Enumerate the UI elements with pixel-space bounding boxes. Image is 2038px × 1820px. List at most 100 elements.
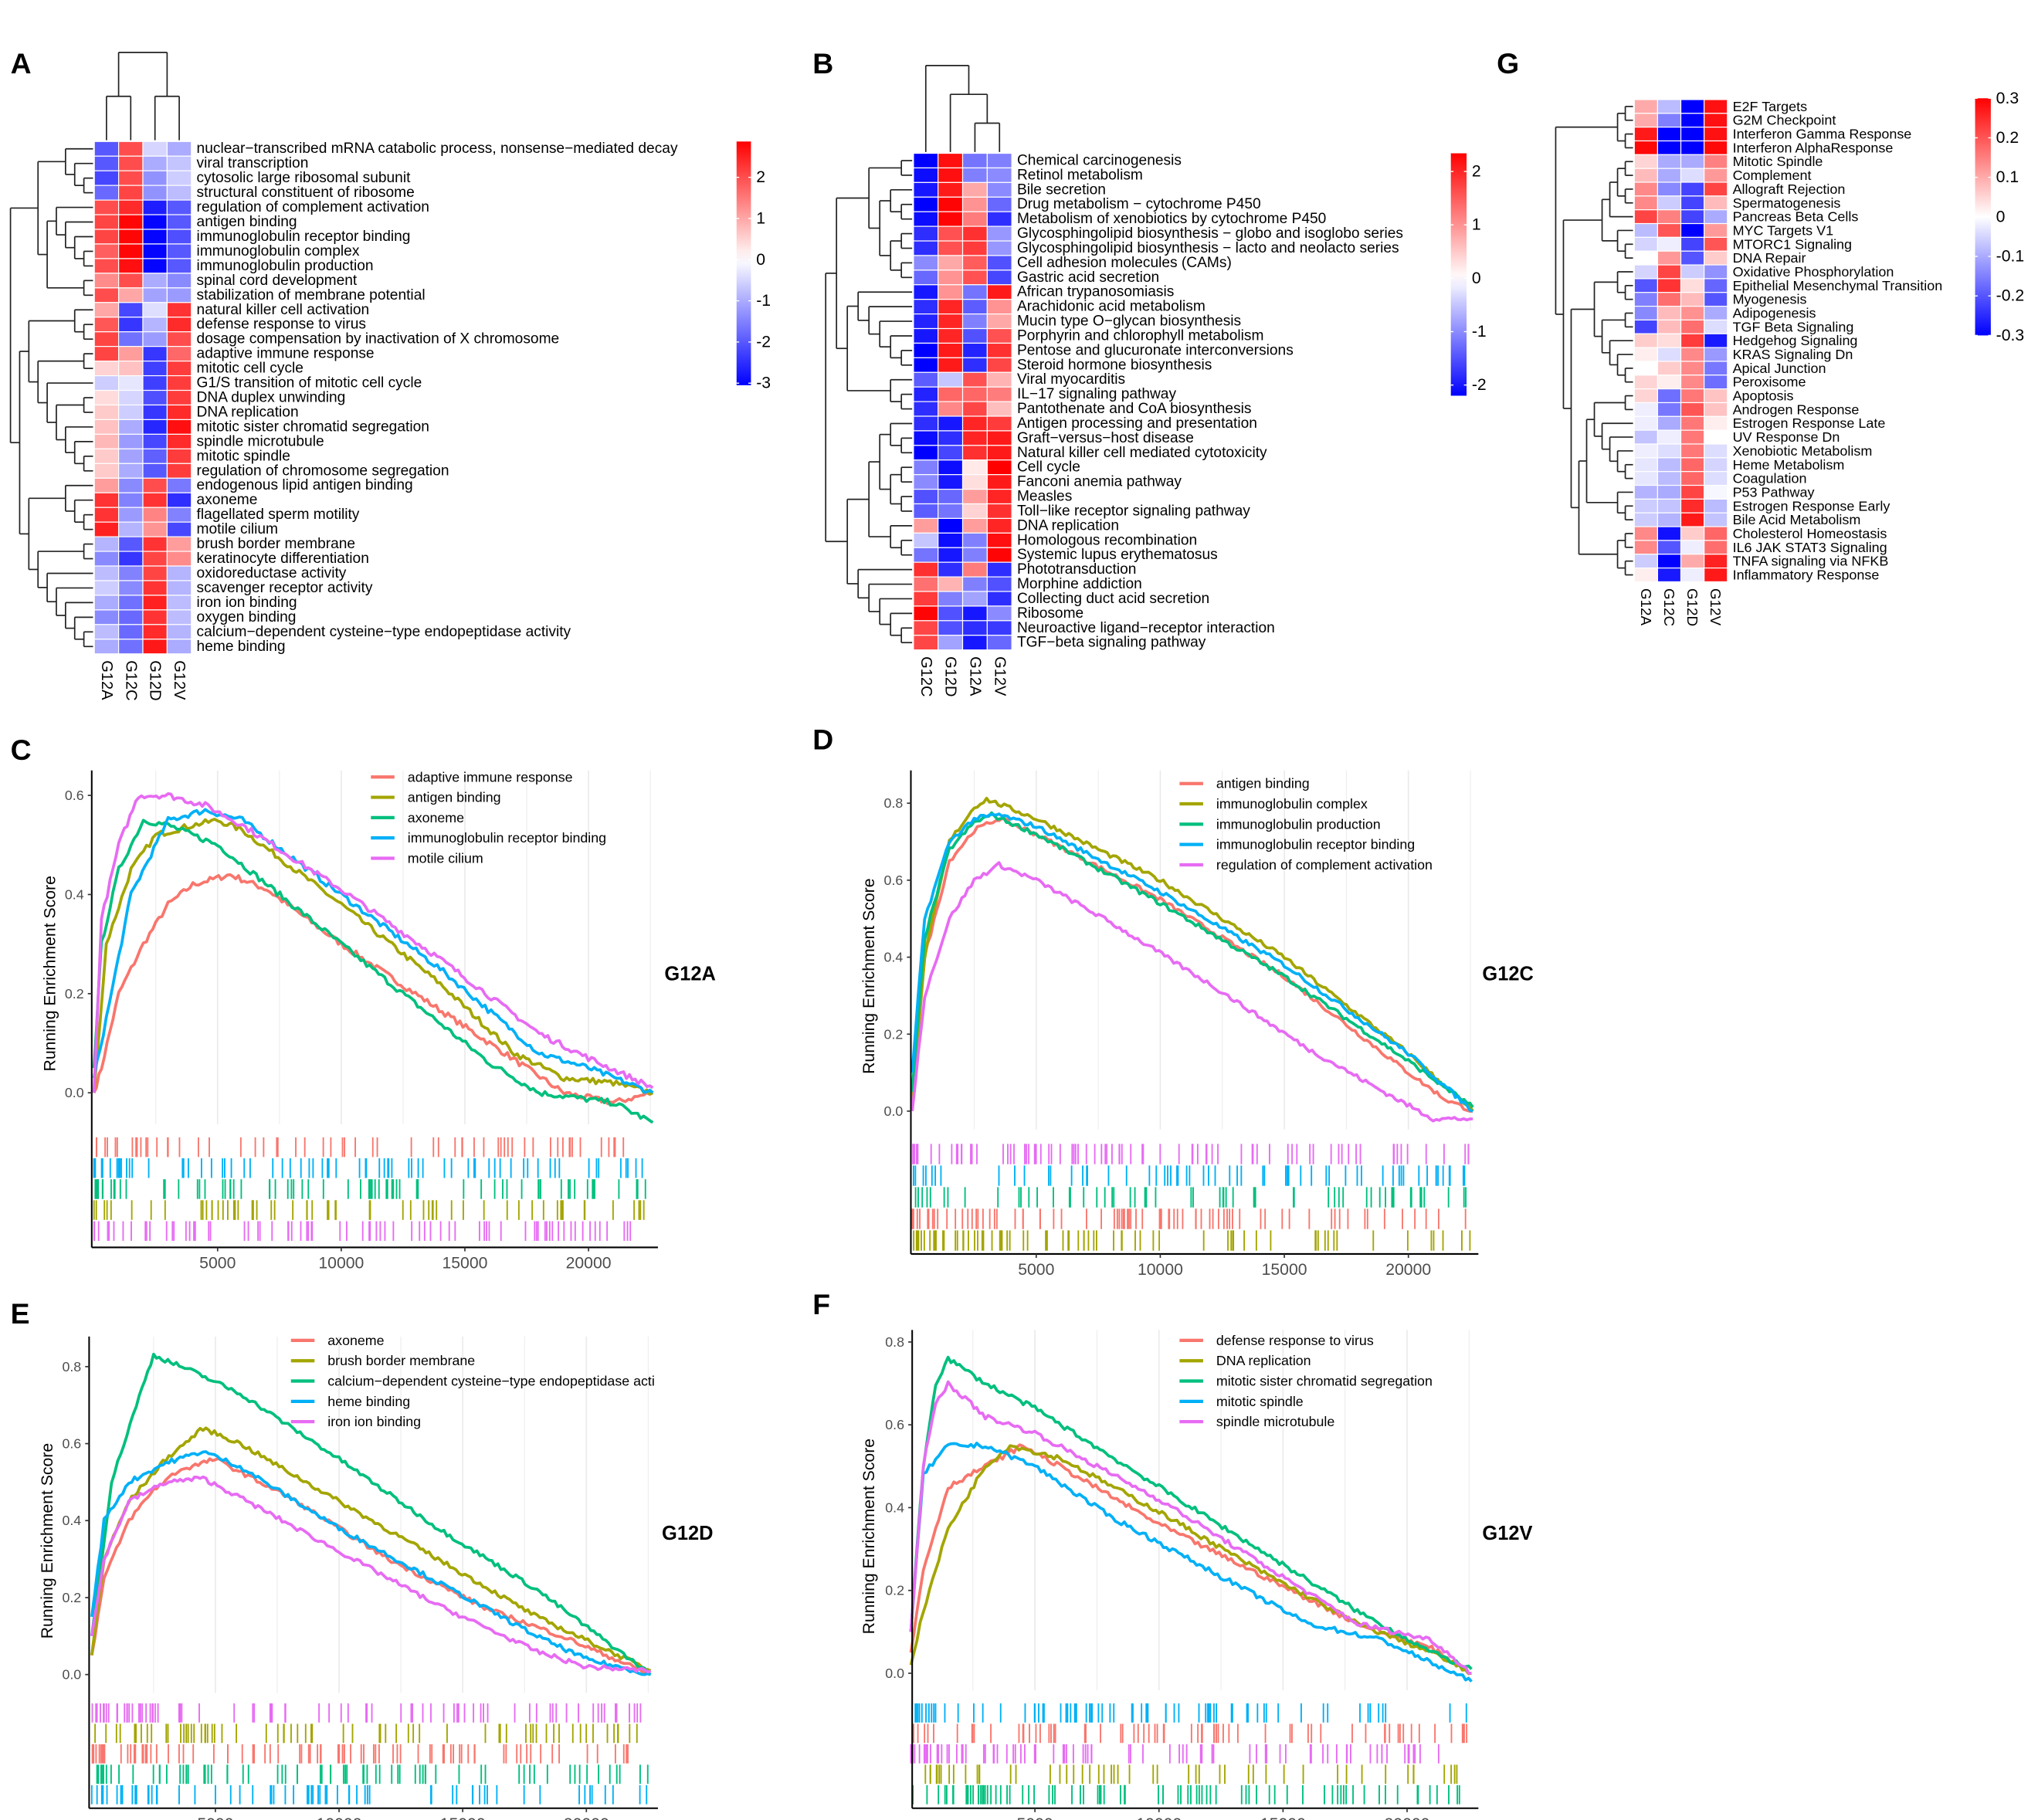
- heatmap-cell: [938, 430, 964, 446]
- heatmap-cell: [961, 386, 988, 402]
- heatmap-cell: [142, 346, 168, 362]
- heatmap-cell: [117, 624, 144, 640]
- heatmap-cell: [142, 448, 168, 464]
- heatmap-cell: [1680, 250, 1705, 266]
- heatmap-cell: [117, 375, 144, 391]
- heatmap-cell: [166, 463, 192, 479]
- heatmap-cell: [1704, 361, 1728, 376]
- heatmap-cell: [142, 624, 168, 640]
- heatmap-cell: [986, 211, 1012, 227]
- heatmap-cell: [961, 299, 988, 315]
- gsea-plot-C: adaptive immune response antigen binding a…: [41, 769, 716, 1272]
- heatmap-cell: [1633, 429, 1659, 445]
- enrichment-curve: [909, 1443, 1472, 1675]
- heatmap-cell: [913, 269, 939, 286]
- row-label: Chemical carcinogenesis: [1017, 152, 1182, 168]
- heatmap-cell: [986, 225, 1012, 242]
- row-label: IL6 JAK STAT3 Signaling: [1733, 540, 1887, 555]
- heatmap-cell: [117, 361, 144, 377]
- x-tick-label: 20000: [1385, 1815, 1430, 1820]
- heatmap-cell: [1680, 567, 1705, 583]
- row-label: antigen binding: [197, 214, 297, 230]
- heatmap-cell: [166, 287, 192, 303]
- heatmap-cell: [986, 489, 1012, 505]
- heatmap-cell: [1657, 181, 1682, 197]
- heatmap-cell: [142, 639, 168, 655]
- heatmap-cell: [93, 141, 120, 157]
- heatmap-cell: [142, 361, 168, 377]
- heatmap-cell: [1633, 554, 1659, 569]
- heatmap-cell: [1704, 540, 1728, 555]
- heatmap-cell: [1633, 457, 1659, 473]
- heatmap-cell: [961, 181, 988, 198]
- heatmap-cell: [117, 214, 144, 230]
- heatmap-cell: [1657, 319, 1682, 334]
- heatmap-cell: [913, 167, 939, 183]
- heatmap-cell: [93, 258, 120, 274]
- heatmap-cell: [986, 314, 1012, 330]
- heatmap-cell: [142, 551, 168, 567]
- heatmap-cell: [93, 463, 120, 479]
- y-tick-label: 0.4: [62, 1513, 81, 1528]
- heatmap-cell: [166, 477, 192, 493]
- heatmap-cell: [961, 269, 988, 286]
- heatmap-cell: [961, 327, 988, 344]
- heatmap-cell: [986, 386, 1012, 402]
- heatmap-cell: [1657, 361, 1682, 376]
- heatmap-cell: [1704, 99, 1728, 114]
- row-label: spindle microtubule: [197, 433, 324, 449]
- row-label: MYC Targets V1: [1733, 222, 1834, 238]
- row-label: DNA replication: [197, 404, 299, 420]
- heatmap-cell: [1680, 181, 1705, 197]
- heatmap-cell: [961, 445, 988, 461]
- heatmap-cell: [142, 273, 168, 289]
- heatmap-cell: [166, 624, 192, 640]
- heatmap-cell: [1657, 113, 1682, 128]
- heatmap-cell: [142, 317, 168, 333]
- colorbar-tick-label: 0: [1996, 208, 2006, 225]
- heatmap-cell: [1680, 443, 1705, 459]
- heatmap-cell: [117, 273, 144, 289]
- heatmap-cell: [913, 357, 939, 373]
- heatmap-cell: [142, 609, 168, 625]
- row-label: Pantothenate and CoA biosynthesis: [1017, 401, 1252, 417]
- row-label: Estrogen Response Early: [1733, 498, 1890, 513]
- y-axis-label: Running Enrichment Score: [41, 876, 59, 1071]
- heatmap-cell: [142, 580, 168, 596]
- row-label: DNA replication: [1017, 517, 1119, 534]
- row-label: P53 Pathway: [1733, 484, 1815, 500]
- legend-label: spindle microtubule: [1216, 1414, 1334, 1429]
- heatmap-cell: [1633, 388, 1659, 404]
- row-label: Bile Acid Metabolism: [1733, 512, 1861, 527]
- heatmap-cell: [142, 331, 168, 347]
- row-label: Glycosphingolipid biosynthesis − lacto a…: [1017, 240, 1399, 256]
- heatmap-cell: [913, 591, 939, 607]
- heatmap-cell: [117, 609, 144, 625]
- heatmap-cell: [1633, 361, 1659, 376]
- heatmap-cell: [913, 211, 939, 227]
- heatmap-cell: [1680, 554, 1705, 569]
- row-label: Pentose and glucuronate interconversions: [1017, 342, 1294, 358]
- y-tick-label: 0.6: [65, 788, 84, 803]
- heatmap-cell: [166, 565, 192, 581]
- row-label: motile cilium: [197, 521, 278, 537]
- row-label: Hedgehog Signaling: [1733, 333, 1858, 348]
- enrichment-curve: [90, 1426, 652, 1673]
- row-label: TGF−beta signaling pathway: [1017, 635, 1206, 651]
- heatmap-cell: [1704, 168, 1728, 183]
- heatmap-cell: [961, 371, 988, 388]
- x-tick-label: 15000: [442, 1255, 487, 1273]
- heatmap-cell: [1704, 292, 1728, 307]
- heatmap-cell: [1633, 140, 1659, 155]
- heatmap-cell: [913, 547, 939, 563]
- enrichment-curve: [910, 812, 1473, 1113]
- colorbar-tick-label: -0.2: [1996, 287, 2025, 305]
- legend-label: mitotic spindle: [1216, 1394, 1304, 1409]
- heatmap-cell: [142, 141, 168, 157]
- y-tick-label: 0.6: [885, 1417, 904, 1432]
- heatmap-cell: [961, 152, 988, 169]
- heatmap-cell: [986, 561, 1012, 578]
- heatmap-cell: [93, 419, 120, 435]
